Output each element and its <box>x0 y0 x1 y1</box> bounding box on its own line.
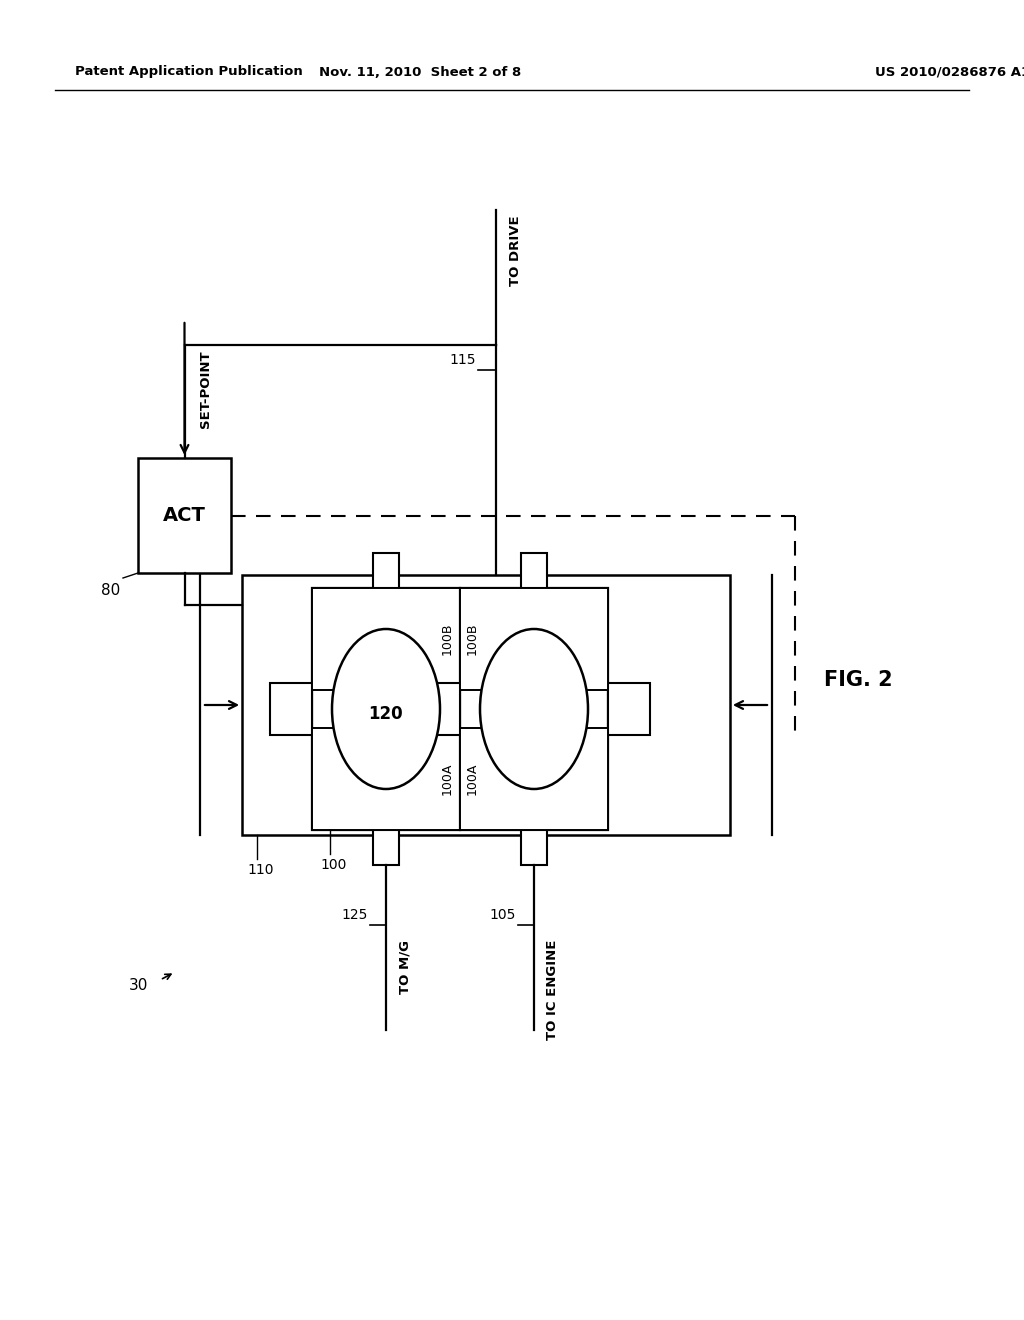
Text: FIG. 2: FIG. 2 <box>823 671 892 690</box>
Bar <box>460 729 608 830</box>
Text: 125: 125 <box>342 908 368 921</box>
Bar <box>373 553 399 587</box>
Text: 110: 110 <box>247 863 273 876</box>
Bar <box>373 830 399 865</box>
Ellipse shape <box>332 630 440 789</box>
Bar <box>460 587 608 830</box>
Text: 100B: 100B <box>466 623 479 655</box>
Bar <box>312 587 460 689</box>
Text: 120: 120 <box>369 705 403 723</box>
Bar <box>608 682 650 735</box>
Text: 100: 100 <box>319 858 346 873</box>
Bar <box>242 576 730 836</box>
Text: US 2010/0286876 A1: US 2010/0286876 A1 <box>874 66 1024 78</box>
Ellipse shape <box>480 630 588 789</box>
Text: 115: 115 <box>450 352 476 367</box>
Text: 100B: 100B <box>441 623 454 655</box>
Text: TO DRIVE: TO DRIVE <box>509 215 522 285</box>
Text: Nov. 11, 2010  Sheet 2 of 8: Nov. 11, 2010 Sheet 2 of 8 <box>318 66 521 78</box>
Bar <box>521 553 547 587</box>
Bar <box>312 729 460 830</box>
Text: 105: 105 <box>489 908 516 921</box>
Text: SET-POINT: SET-POINT <box>199 350 212 428</box>
Bar <box>138 458 231 573</box>
Bar <box>460 587 608 689</box>
Text: 80: 80 <box>100 583 120 598</box>
Text: 100A: 100A <box>441 763 454 796</box>
Text: TO M/G: TO M/G <box>398 940 411 994</box>
Bar <box>312 587 460 830</box>
Bar <box>460 682 502 735</box>
Bar <box>270 682 312 735</box>
Text: 30: 30 <box>129 978 148 993</box>
Text: ACT: ACT <box>163 506 206 525</box>
Text: TO IC ENGINE: TO IC ENGINE <box>546 940 559 1040</box>
Text: Patent Application Publication: Patent Application Publication <box>75 66 303 78</box>
Bar <box>418 682 460 735</box>
Bar <box>521 830 547 865</box>
Text: 100A: 100A <box>466 763 479 796</box>
